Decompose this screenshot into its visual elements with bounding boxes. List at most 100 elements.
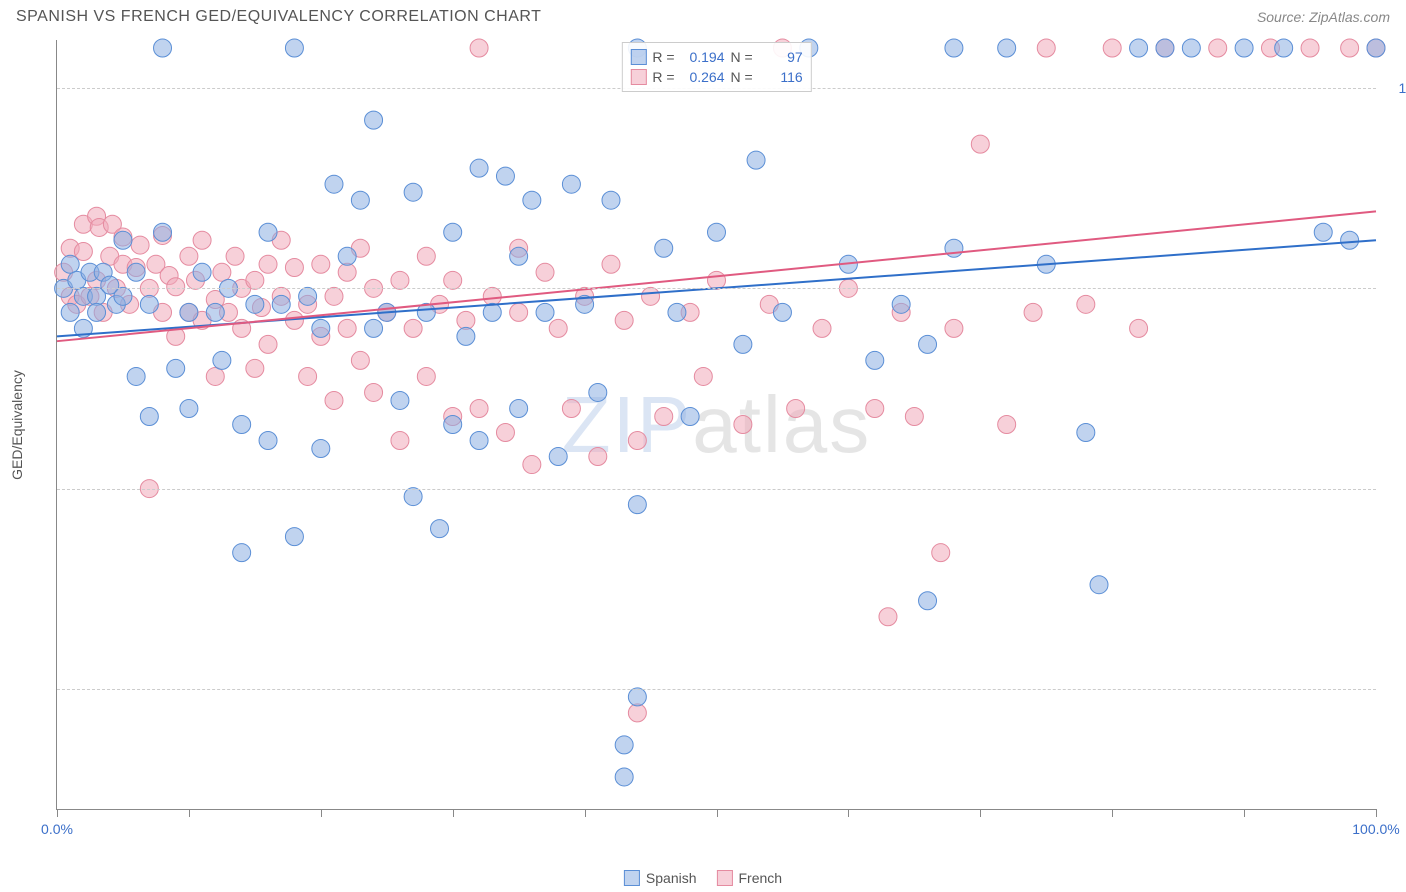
x-tick-label: 100.0% [1352,821,1399,837]
x-tick [1112,809,1113,817]
legend-item-spanish: Spanish [624,870,697,886]
scatter-point [457,327,475,345]
scatter-point [998,39,1016,57]
scatter-point [391,391,409,409]
scatter-point [655,407,673,425]
french-swatch-icon [717,870,733,886]
x-tick [1244,809,1245,817]
scatter-point [1156,39,1174,57]
scatter-point [233,544,251,562]
scatter-point [404,183,422,201]
scatter-point [127,367,145,385]
scatter-point [747,151,765,169]
scatter-point [919,335,937,353]
scatter-point [1341,231,1359,249]
legend-row-spanish: R = 0.194 N = 97 [630,47,802,67]
scatter-point [1103,39,1121,57]
legend-r-label: R = [652,47,674,67]
scatter-point [391,432,409,450]
spanish-swatch-icon [630,49,646,65]
scatter-point [206,367,224,385]
scatter-point [154,39,172,57]
scatter-point [1301,39,1319,57]
scatter-point [404,488,422,506]
x-tick [189,809,190,817]
scatter-point [919,592,937,610]
scatter-svg [57,40,1376,809]
spanish-r-value: 0.194 [681,47,725,67]
x-tick [980,809,981,817]
scatter-point [365,111,383,129]
x-tick [717,809,718,817]
scatter-point [325,391,343,409]
x-tick [1376,809,1377,817]
scatter-point [945,39,963,57]
scatter-point [971,135,989,153]
scatter-point [628,432,646,450]
scatter-point [259,432,277,450]
scatter-point [905,407,923,425]
scatter-point [114,231,132,249]
scatter-point [496,167,514,185]
scatter-point [338,263,356,281]
scatter-point [1024,303,1042,321]
scatter-point [496,424,514,442]
scatter-point [404,319,422,337]
chart-title: SPANISH VS FRENCH GED/EQUIVALENCY CORREL… [16,8,541,26]
scatter-point [866,351,884,369]
scatter-point [140,407,158,425]
x-tick [585,809,586,817]
legend-n-label: N = [731,67,753,87]
scatter-point [213,263,231,281]
gridline [57,689,1376,690]
scatter-point [1275,39,1293,57]
y-tick-label: 100.0% [1386,80,1406,96]
scatter-point [1341,39,1359,57]
scatter-point [681,407,699,425]
scatter-point [523,456,541,474]
scatter-point [417,247,435,265]
scatter-point [365,319,383,337]
scatter-point [351,351,369,369]
correlation-legend: R = 0.194 N = 97 R = 0.264 N = 116 [621,42,811,92]
legend-n-label: N = [731,47,753,67]
x-tick [453,809,454,817]
x-tick-label: 0.0% [41,821,73,837]
legend-item-french: French [717,870,783,886]
scatter-point [365,383,383,401]
scatter-point [510,247,528,265]
scatter-point [589,383,607,401]
scatter-point [351,191,369,209]
scatter-point [1130,319,1148,337]
scatter-point [523,191,541,209]
x-tick [321,809,322,817]
scatter-point [1090,576,1108,594]
scatter-point [180,399,198,417]
scatter-point [562,175,580,193]
scatter-point [998,416,1016,434]
scatter-point [285,39,303,57]
scatter-point [312,255,330,273]
scatter-point [417,367,435,385]
scatter-point [259,335,277,353]
scatter-point [299,367,317,385]
scatter-point [694,367,712,385]
scatter-point [615,768,633,786]
y-tick-label: 87.5% [1386,280,1406,296]
legend-row-french: R = 0.264 N = 116 [630,67,802,87]
scatter-point [615,311,633,329]
spanish-n-value: 97 [759,47,803,67]
scatter-point [338,319,356,337]
french-series-label: French [739,870,783,886]
scatter-point [338,247,356,265]
y-tick-label: 62.5% [1386,681,1406,697]
scatter-point [1367,39,1385,57]
scatter-point [325,175,343,193]
gridline [57,489,1376,490]
scatter-point [285,258,303,276]
scatter-point [127,263,145,281]
scatter-point [787,399,805,417]
scatter-point [510,399,528,417]
scatter-point [655,239,673,257]
scatter-point [708,271,726,289]
